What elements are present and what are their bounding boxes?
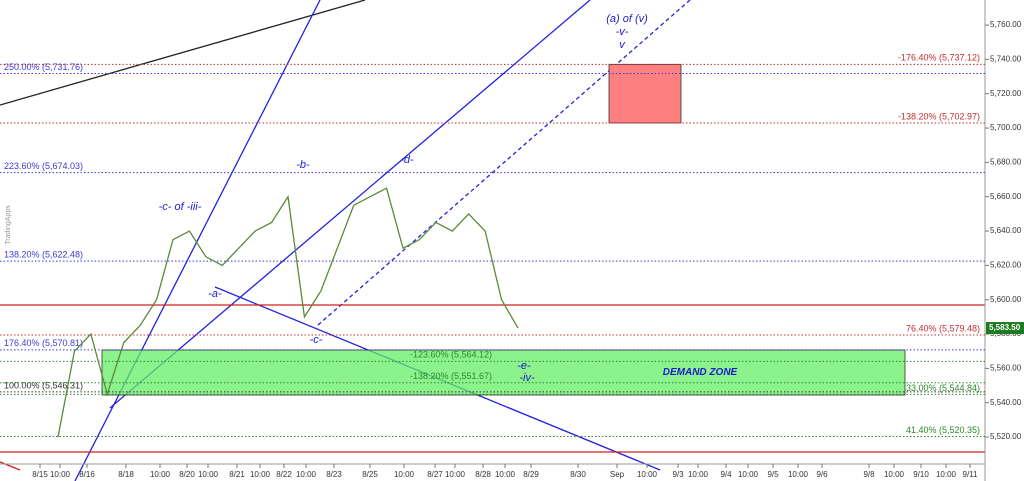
x-tick-label: 8/22 <box>276 470 292 479</box>
level-label: 223.60% (5,674.03) <box>4 161 83 171</box>
level-label: -176.40% (5,737.12) <box>898 53 980 63</box>
level-label: 41.40% (5,520.35) <box>906 425 980 435</box>
wave-label: v <box>619 39 626 51</box>
x-tick-label: 10:00 <box>688 470 709 479</box>
y-tick-label: 5,520.00 <box>990 432 1022 441</box>
wave-label: -d- <box>400 154 414 166</box>
demand-zone <box>101 349 906 396</box>
wave-label: -e- <box>517 360 531 372</box>
watermark: TradingApps <box>5 205 12 245</box>
y-tick-label: 5,600.00 <box>990 295 1022 304</box>
wave-label: -iv- <box>519 372 535 384</box>
x-tick-label: 8/25 <box>362 470 378 479</box>
x-tick-label: 8/15 <box>32 470 48 479</box>
x-tick-label: 10:00 <box>150 470 171 479</box>
y-tick-label: 5,720.00 <box>990 89 1022 98</box>
x-tick-label: 8/16 <box>79 470 95 479</box>
x-tick-label: 8/21 <box>229 470 245 479</box>
y-tick-label: 5,640.00 <box>990 226 1022 235</box>
x-tick-label: 8/27 <box>427 470 443 479</box>
x-tick-label: 10:00 <box>495 470 516 479</box>
x-tick-label: 8/20 <box>179 470 195 479</box>
trend-line <box>0 461 21 471</box>
x-tick-label: 10:00 <box>296 470 317 479</box>
x-tick-label: 8/29 <box>523 470 539 479</box>
level-label: 176.40% (5,570.81) <box>4 338 83 348</box>
wave-label: (a) of (v) <box>606 13 648 25</box>
level-label: 100.00% (5,546.31) <box>4 380 83 390</box>
x-tick-label: Sep <box>610 470 625 479</box>
wave-label: -b- <box>296 159 310 171</box>
x-tick-label: 9/6 <box>816 470 828 479</box>
x-tick-label: 10:00 <box>637 470 658 479</box>
trend-line <box>74 0 321 481</box>
price-tag <box>986 322 1024 335</box>
zone-label: DEMAND ZONE <box>663 367 738 378</box>
wave-label: -a- <box>208 288 222 300</box>
y-tick-label: 5,620.00 <box>990 261 1022 270</box>
level-label: 76.40% (5,579.48) <box>906 323 980 333</box>
y-tick-label: 5,660.00 <box>990 192 1022 201</box>
y-tick-label: 5,700.00 <box>990 123 1022 132</box>
level-label: 138.20% (5,622.48) <box>4 250 83 260</box>
x-tick-label: 8/18 <box>118 470 134 479</box>
x-tick-label: 10:00 <box>445 470 466 479</box>
x-tick-label: 10:00 <box>738 470 759 479</box>
x-tick-label: 10:00 <box>250 470 271 479</box>
x-tick-label: 10:00 <box>198 470 219 479</box>
wave-label: -c- of -iii- <box>159 201 202 213</box>
y-tick-label: 5,760.00 <box>990 20 1022 29</box>
x-tick-label: 10:00 <box>884 470 905 479</box>
x-tick-label: 10:00 <box>50 470 71 479</box>
level-label: -138.20% (5,551.67) <box>410 371 492 381</box>
level-label: 33.00% (5,544.84) <box>906 383 980 393</box>
x-tick-label: 9/3 <box>672 470 684 479</box>
x-tick-label: 9/8 <box>863 470 875 479</box>
x-tick-label: 8/30 <box>570 470 586 479</box>
x-tick-label: 9/4 <box>720 470 732 479</box>
target-box <box>608 63 682 124</box>
x-tick-label: 8/28 <box>475 470 491 479</box>
x-tick-label: 10:00 <box>788 470 809 479</box>
price-tag-label: 5,583.50 <box>989 323 1021 332</box>
level-label: -123.60% (5,564.12) <box>410 350 492 360</box>
x-tick-label: 9/5 <box>767 470 779 479</box>
y-tick-label: 5,560.00 <box>990 363 1022 372</box>
x-tick-label: 9/11 <box>963 470 979 479</box>
wave-label: -v- <box>616 26 629 38</box>
y-tick-label: 5,680.00 <box>990 158 1022 167</box>
x-tick-label: 10:00 <box>394 470 415 479</box>
y-tick-label: 5,540.00 <box>990 398 1022 407</box>
y-tick-label: 5,740.00 <box>990 55 1022 64</box>
wave-label: -c- <box>310 334 323 346</box>
price-line <box>57 187 519 438</box>
x-tick-label: 10:00 <box>936 470 957 479</box>
level-label: 250.00% (5,731.76) <box>4 62 83 72</box>
trend-line <box>109 0 591 409</box>
trend-line <box>0 0 366 106</box>
x-tick-label: 9/10 <box>913 470 929 479</box>
x-tick-label: 8/23 <box>326 470 342 479</box>
trend-line <box>317 0 691 326</box>
level-label: -138.20% (5,702.97) <box>898 111 980 121</box>
